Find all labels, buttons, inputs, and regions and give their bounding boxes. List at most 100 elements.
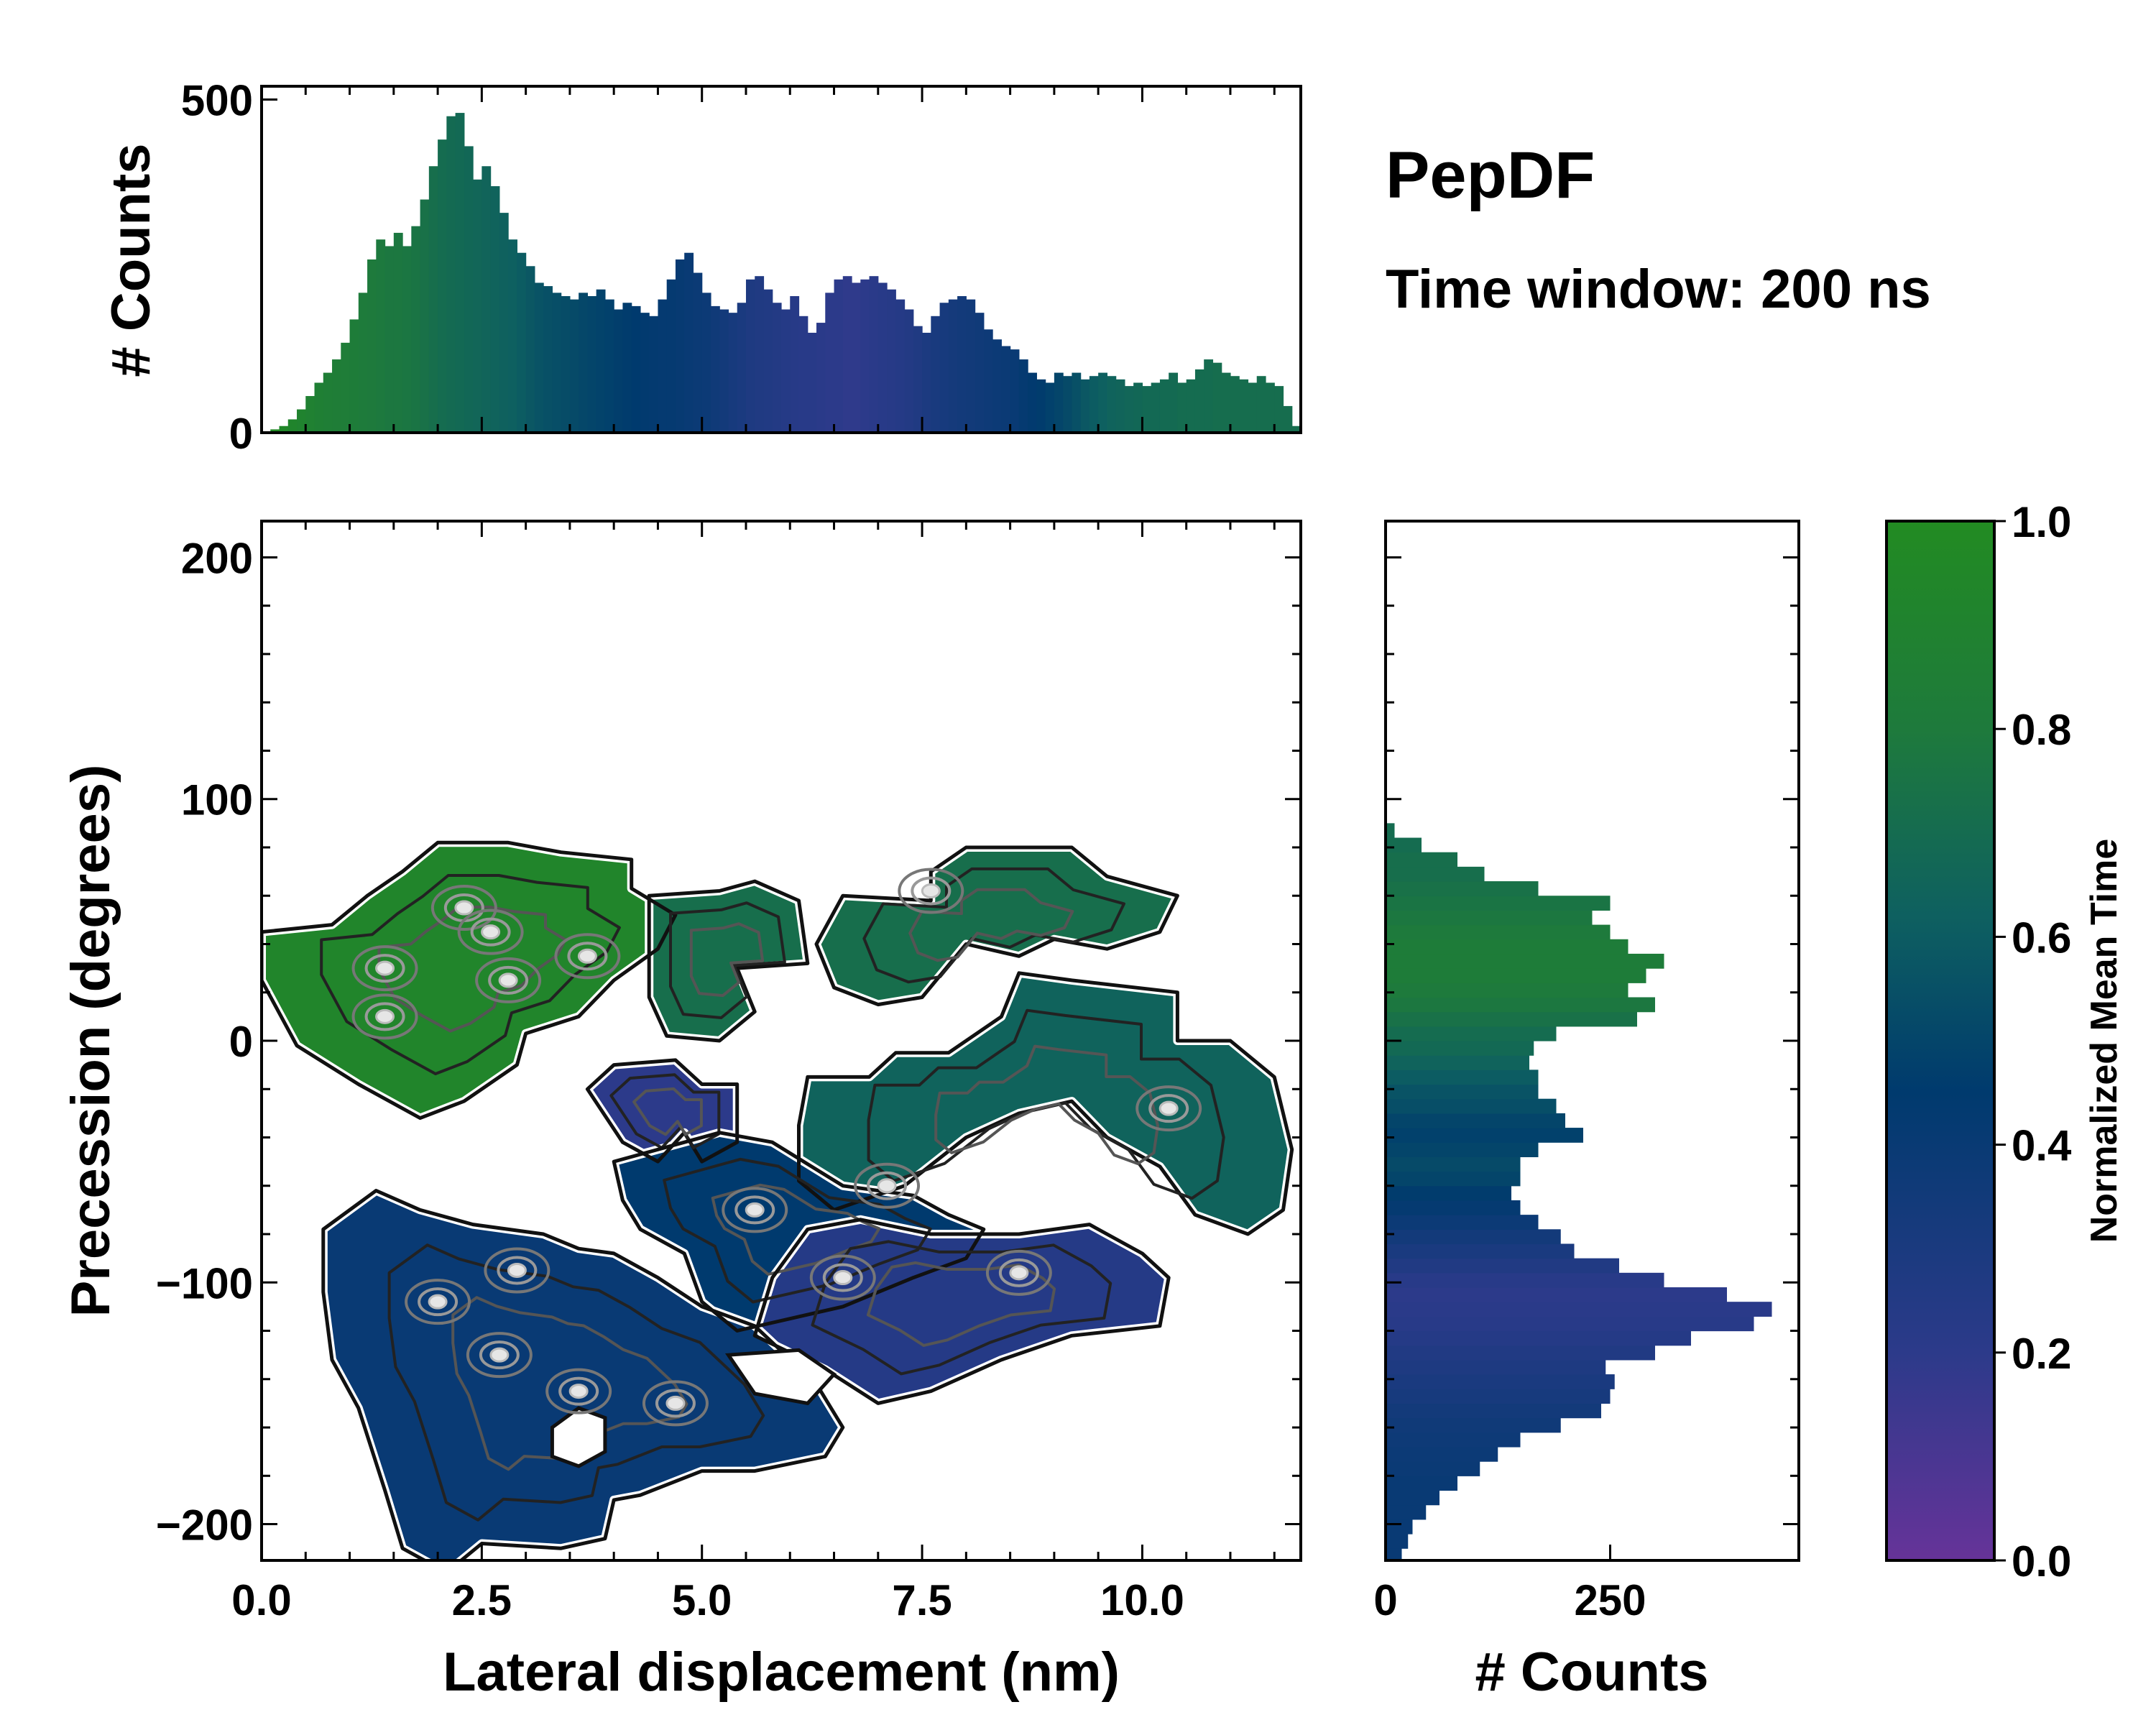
right-histogram-bar (1386, 1403, 1601, 1419)
top-histogram-bar (402, 246, 412, 433)
top-histogram-bar (341, 342, 351, 433)
right-histogram-bar (1386, 939, 1628, 954)
top-histogram-bar (358, 293, 368, 433)
right-histogram-bar (1386, 881, 1539, 896)
main-ylabel: Precession (degrees) (60, 765, 121, 1317)
top-histogram-bar (384, 246, 395, 433)
outer-contour (814, 845, 1179, 1007)
main-ytick-label: −100 (156, 1259, 253, 1307)
top-histogram-bar (1248, 382, 1258, 433)
right-histogram-bar (1386, 1142, 1539, 1158)
right-histogram-bar (1386, 968, 1646, 983)
hotspot-contour (488, 965, 529, 995)
hotspot-contour (985, 1249, 1052, 1296)
top-histogram-bar (1159, 379, 1169, 433)
top-histogram-bar (569, 299, 579, 433)
top-histogram-bar (895, 299, 906, 433)
right-histogram-bar (1386, 1316, 1754, 1332)
main-xtick-label: 2.5 (452, 1576, 512, 1624)
right-histogram-bar (1386, 1258, 1619, 1274)
top-histogram-bar (852, 282, 861, 433)
right-histogram-bar (1386, 1041, 1534, 1056)
top-histogram-bar (367, 259, 377, 433)
top-histogram-bar (666, 279, 676, 433)
right-xtick-label: 0 (1373, 1576, 1397, 1624)
colorbar-tick-label: 0.6 (2012, 914, 2071, 962)
hotspot-contour (655, 1389, 696, 1418)
main-2d-panel: 0.0 2.5 5.0 7.5 10.0 −200 −100 0 100 200 Lateral … (60, 520, 1302, 1703)
inner-contour (632, 1087, 703, 1136)
top-histogram-bar (287, 419, 298, 433)
top-histogram-bar (693, 272, 703, 433)
top-histogram-bar (1274, 386, 1284, 433)
top-histogram-bar (737, 303, 747, 433)
hotspot-peak (577, 948, 597, 964)
top-histogram-bar (323, 372, 333, 433)
colorbar-gradient (1885, 520, 1996, 1562)
top-histogram-bar (482, 166, 492, 433)
top-histogram-bar (966, 299, 976, 433)
hotspot-contour (479, 1340, 520, 1370)
top-histogram-bar (798, 316, 808, 433)
right-histogram-bar (1386, 1432, 1521, 1448)
hotspot-contour (722, 1187, 788, 1233)
hotspot-peak (745, 1202, 765, 1218)
top-histogram-bar (728, 313, 738, 433)
right-histogram-bar (1386, 852, 1457, 868)
hotspot-contour (430, 885, 497, 932)
top-histogram-bar (305, 396, 315, 433)
right-histogram-bar (1386, 1389, 1611, 1404)
top-histogram-bar (1063, 376, 1072, 433)
top-histogram-bar (279, 426, 289, 433)
top-histogram-bar (1001, 346, 1011, 433)
right-histogram-bar (1386, 1185, 1511, 1201)
right-histogram-bar (1386, 1084, 1539, 1100)
right-histogram-bar (1386, 1446, 1498, 1462)
hotspot-contour (998, 1258, 1039, 1287)
top-histogram-bar (1124, 386, 1134, 433)
hotspot-contour (351, 945, 418, 992)
top-histogram-bar (719, 309, 729, 433)
top-histogram-bar (842, 276, 852, 433)
right-histogram-bar (1386, 1374, 1615, 1389)
top-histogram-bar (1169, 372, 1179, 433)
top-histogram-bar (411, 226, 421, 433)
hotspot-peak (921, 883, 941, 899)
top-histogram-bar (877, 282, 888, 433)
colorbar-label: Normalized Mean Time (2083, 839, 2125, 1243)
top-histogram-bar (1151, 382, 1161, 433)
top-histogram-bar (1107, 376, 1117, 433)
main-ytick-label: 200 (181, 534, 253, 582)
inner-contour (451, 1296, 688, 1471)
right-histogram-bar (1386, 997, 1655, 1013)
top-histogram-bar (297, 409, 306, 433)
inner-contour (689, 922, 765, 998)
top-histogram-bar (781, 309, 791, 433)
top-histogram-bar (1054, 372, 1064, 433)
hotspot-peak (833, 1270, 853, 1286)
top-histogram-bar (1239, 379, 1249, 433)
top-histogram-bar (1256, 376, 1266, 433)
inner-contour (669, 901, 786, 1019)
inner-contour (862, 867, 1125, 984)
hotspot-peak (489, 1347, 510, 1363)
right-histogram-bar (1386, 953, 1664, 969)
right-histogram-bar (1386, 1548, 1402, 1560)
right-histogram-bar (1386, 1345, 1655, 1361)
right-histogram-bar (1386, 866, 1485, 882)
figure-title: PepDF (1386, 139, 1595, 212)
top-histogram-bar (1098, 372, 1108, 433)
top-histogram-bar (490, 186, 500, 433)
colorbar-tick-label: 1.0 (2012, 498, 2071, 546)
hotspot-contour (867, 1171, 908, 1200)
top-histogram-bar (349, 319, 359, 433)
top-histogram-bar (790, 295, 800, 433)
inner-contour (934, 1044, 1159, 1166)
hotspot-peak (507, 1262, 527, 1278)
top-histogram-bar (975, 313, 985, 433)
top-histogram-bar (1186, 379, 1196, 433)
top-histogram-bar (1036, 379, 1046, 433)
right-histogram-bar (1386, 1098, 1557, 1114)
top-histogram-bar (887, 289, 896, 433)
hotspot-peak (877, 1178, 897, 1194)
